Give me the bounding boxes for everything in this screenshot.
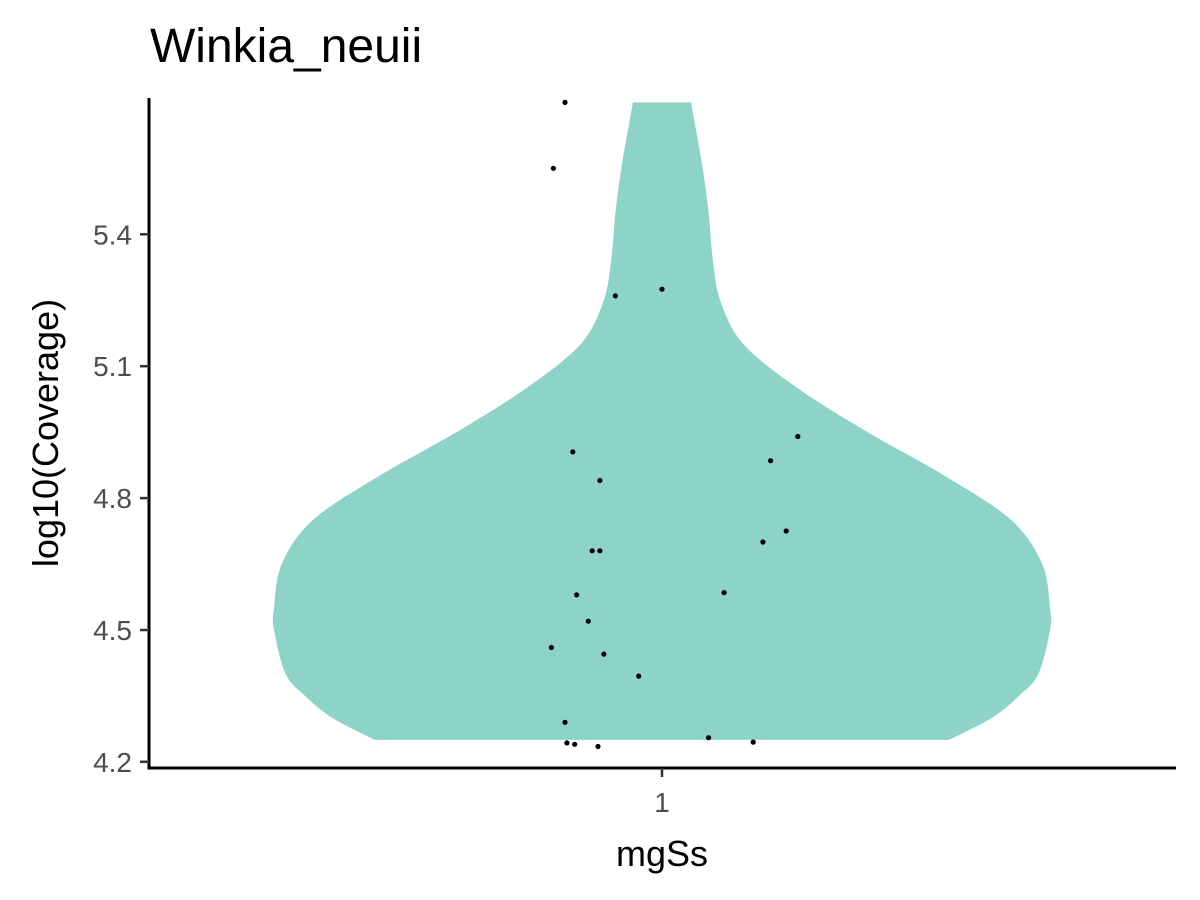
data-point xyxy=(659,286,665,292)
x-axis-label: mgSs xyxy=(616,833,708,874)
data-point xyxy=(585,618,591,624)
data-point xyxy=(574,592,580,598)
y-ticks: 4.2 4.5 4.8 5.1 5.4 xyxy=(93,219,149,778)
y-tick-label: 4.8 xyxy=(93,483,132,514)
data-point xyxy=(570,449,576,455)
data-point xyxy=(795,433,801,440)
data-point xyxy=(706,735,712,741)
y-axis-label: log10(Coverage) xyxy=(25,299,66,567)
data-point xyxy=(760,539,766,545)
x-tick-label: 1 xyxy=(654,787,670,818)
violin-body xyxy=(272,102,1052,740)
data-point xyxy=(612,293,619,299)
data-point xyxy=(572,741,578,747)
data-point xyxy=(721,590,727,596)
y-tick-label: 4.5 xyxy=(93,615,132,646)
data-point xyxy=(548,644,555,651)
violin-layer xyxy=(272,102,1052,740)
y-tick-label: 4.2 xyxy=(93,747,132,778)
data-point xyxy=(562,719,568,725)
data-point xyxy=(550,165,557,171)
points-layer xyxy=(548,99,801,750)
data-point xyxy=(597,548,603,554)
data-point xyxy=(601,651,607,657)
y-tick-label: 5.1 xyxy=(93,351,132,382)
data-point xyxy=(636,673,642,679)
data-point xyxy=(597,477,603,484)
data-point xyxy=(750,739,756,745)
data-point xyxy=(595,743,601,750)
data-point xyxy=(783,528,789,534)
x-ticks: 1 xyxy=(654,768,670,818)
y-tick-label: 5.4 xyxy=(93,219,132,250)
chart-title: Winkia_neuii xyxy=(150,20,422,73)
data-point xyxy=(589,548,595,554)
data-point xyxy=(564,740,570,746)
data-point xyxy=(562,99,568,105)
data-point xyxy=(768,458,774,464)
